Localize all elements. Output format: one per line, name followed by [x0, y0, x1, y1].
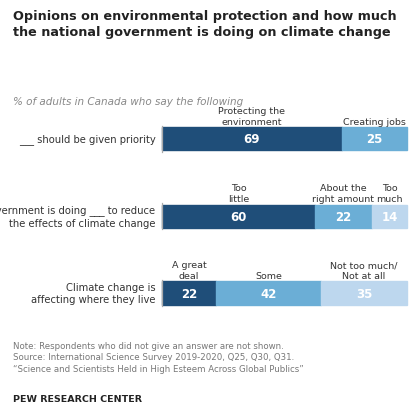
- Bar: [372, 205, 407, 228]
- Text: 22: 22: [335, 210, 352, 223]
- Text: PEW RESEARCH CENTER: PEW RESEARCH CENTER: [13, 394, 142, 403]
- Bar: [162, 128, 342, 151]
- Text: About the
right amount: About the right amount: [312, 184, 374, 204]
- Bar: [162, 282, 216, 305]
- Bar: [342, 128, 407, 151]
- Text: Opinions on environmental protection and how much
the national government is doi: Opinions on environmental protection and…: [13, 10, 396, 39]
- Bar: [162, 205, 315, 228]
- Text: Government is doing ___ to reduce
the effects of climate change: Government is doing ___ to reduce the ef…: [0, 205, 155, 228]
- Text: Some: Some: [255, 271, 282, 280]
- Text: 22: 22: [181, 287, 197, 300]
- Text: Too
much: Too much: [376, 184, 403, 204]
- Text: 69: 69: [244, 133, 260, 146]
- Text: A great
deal: A great deal: [172, 261, 206, 280]
- Text: 25: 25: [367, 133, 383, 146]
- Bar: [315, 205, 372, 228]
- Text: Protecting the
environment: Protecting the environment: [218, 107, 285, 126]
- Text: Too
little: Too little: [228, 184, 249, 204]
- Text: Creating jobs: Creating jobs: [343, 117, 406, 126]
- Text: Climate change is
affecting where they live: Climate change is affecting where they l…: [31, 282, 155, 305]
- Text: 60: 60: [230, 210, 247, 223]
- Bar: [216, 282, 320, 305]
- Text: 14: 14: [381, 210, 398, 223]
- Text: 42: 42: [260, 287, 277, 300]
- Text: Not too much/
Not at all: Not too much/ Not at all: [330, 261, 398, 280]
- Bar: [320, 282, 407, 305]
- Text: Note: Respondents who did not give an answer are not shown.
Source: Internationa: Note: Respondents who did not give an an…: [13, 341, 303, 373]
- Text: ___ should be given priority: ___ should be given priority: [18, 134, 155, 145]
- Text: % of adults in Canada who say the following: % of adults in Canada who say the follow…: [13, 97, 243, 107]
- Text: 35: 35: [356, 287, 372, 300]
